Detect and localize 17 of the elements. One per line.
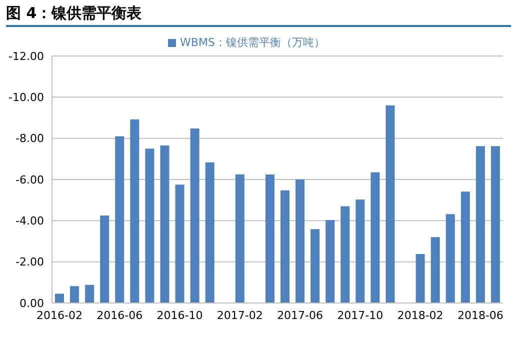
y-tick-label: -8.00 — [16, 132, 44, 146]
y-tick-label: -10.00 — [8, 91, 44, 104]
legend-label: WBMS：镍供需平衡（万吨） — [180, 36, 325, 49]
y-tick-label: -2.00 — [16, 256, 44, 269]
x-tick-label: 2018-02 — [397, 308, 444, 322]
y-tick-label: -12.00 — [8, 50, 44, 63]
x-tick-label: 2018-06 — [457, 308, 504, 322]
x-tick-label: 2017-06 — [277, 308, 324, 322]
x-tick-label: 2016-02 — [36, 308, 82, 322]
x-tick-label: 2017-02 — [216, 308, 263, 322]
chart-title: 图 4：镍供需平衡表 — [6, 4, 511, 27]
y-tick-label: 0.00 — [20, 296, 44, 310]
x-tick-label: 2016-06 — [96, 308, 143, 322]
x-tick-label: 2017-10 — [337, 308, 384, 322]
y-tick-label: -6.00 — [16, 173, 44, 186]
x-tick-label: 2016-10 — [156, 308, 203, 322]
y-tick-label: -4.00 — [16, 214, 44, 228]
